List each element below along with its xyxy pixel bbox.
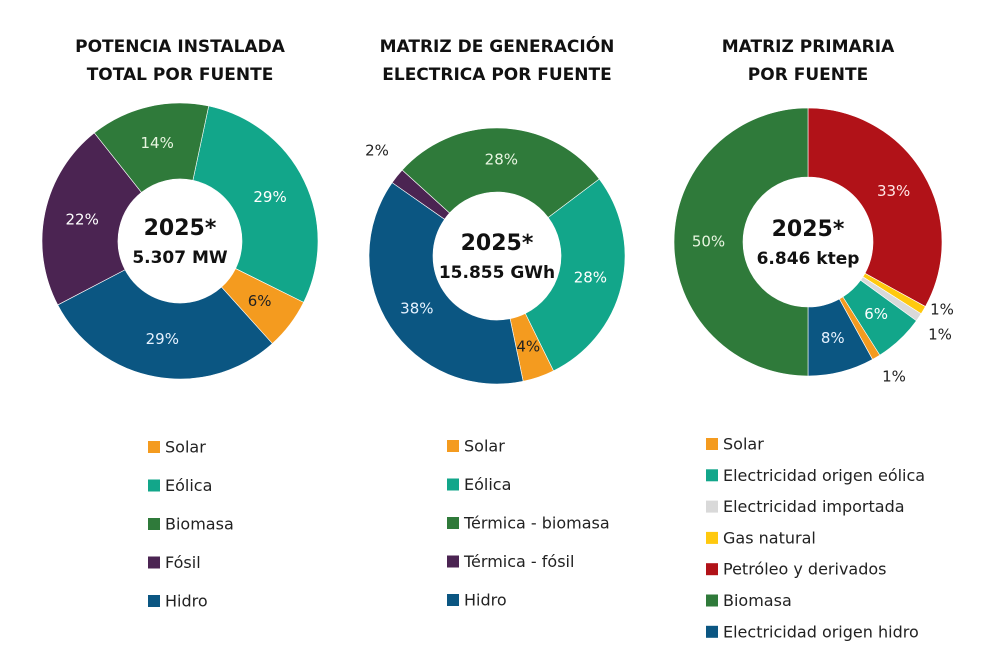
legend-label: Eólica: [464, 475, 511, 494]
data-label: 1%: [882, 368, 906, 386]
legend-swatch: [148, 441, 160, 453]
center-year: 2025*: [772, 217, 845, 242]
data-label: 28%: [574, 269, 607, 287]
legend-swatch: [447, 478, 459, 491]
data-label: 29%: [253, 188, 286, 206]
legend-label: Electricidad origen eólica: [723, 466, 925, 485]
chart-1: POTENCIA INSTALADA TOTAL POR FUENTE 29% 6% 2…: [41, 37, 319, 611]
chart-title-line: MATRIZ PRIMARIA: [722, 37, 895, 57]
legend-swatch: [447, 440, 459, 452]
legend-label: Gas natural: [723, 528, 816, 547]
chart-title-line: POTENCIA INSTALADA: [75, 37, 286, 57]
legend-label: Biomasa: [723, 591, 792, 610]
data-label: 2%: [365, 142, 389, 160]
legend-item: Biomasa: [148, 515, 234, 534]
center-total: 6.846 ktep: [757, 249, 860, 269]
legend-item: Biomasa: [706, 591, 792, 610]
slice-eólica: [192, 105, 319, 303]
slice-térmica-biomasa: [401, 127, 600, 218]
chart-title-line: TOTAL POR FUENTE: [87, 65, 274, 85]
legend-swatch: [706, 625, 718, 638]
legend-swatch: [706, 594, 718, 607]
legend-label: Hidro: [165, 592, 208, 611]
data-label: 50%: [692, 233, 725, 251]
legend-item: Petróleo y derivados: [706, 560, 887, 579]
legend-item: Solar: [148, 438, 206, 457]
legend-label: Solar: [723, 435, 764, 454]
legend-item: Eólica: [447, 475, 511, 494]
chart-title-line: POR FUENTE: [748, 65, 868, 85]
data-label: 38%: [400, 299, 433, 317]
legend-label: Hidro: [464, 591, 507, 610]
center-year: 2025*: [461, 231, 534, 256]
legend-label: Solar: [464, 437, 505, 456]
legend-swatch: [148, 556, 160, 569]
legend-item: Solar: [447, 437, 505, 456]
legend-swatch: [706, 563, 718, 576]
slice-biomasa: [93, 102, 210, 193]
legend-label: Electricidad importada: [723, 497, 905, 516]
legend-item: Hidro: [148, 592, 208, 611]
center-total: 15.855 GWh: [439, 263, 555, 283]
data-label: 14%: [140, 134, 173, 152]
legend-label: Térmica - biomasa: [463, 514, 610, 533]
legend-swatch: [148, 479, 160, 492]
chart-title-line: MATRIZ DE GENERACIÓN: [380, 35, 615, 57]
chart-3: MATRIZ PRIMARIA POR FUENTE 33% 1% 1% 6% 1% 8% 50…: [673, 37, 954, 641]
legend-item: Hidro: [447, 591, 507, 610]
data-label: 4%: [516, 337, 540, 355]
center-total: 5.307 MW: [132, 248, 228, 268]
legend-label: Térmica - fósil: [463, 552, 574, 571]
legend-item: Térmica - biomasa: [447, 514, 610, 533]
data-label: 33%: [877, 182, 910, 200]
slice-fósil: [41, 132, 142, 306]
legend-item: Electricidad origen eólica: [706, 466, 925, 485]
legend-label: Electricidad origen hidro: [723, 622, 919, 641]
legend-swatch: [447, 594, 459, 606]
chart-title-line: ELECTRICA POR FUENTE: [382, 65, 611, 85]
data-label: 28%: [485, 151, 518, 169]
legend-label: Solar: [165, 438, 206, 457]
data-label: 1%: [930, 301, 954, 319]
legend-item: Térmica - fósil: [447, 552, 574, 571]
legend-swatch: [706, 500, 718, 513]
legend-item: Electricidad importada: [706, 497, 905, 516]
slice-hidro: [57, 269, 273, 380]
legend-label: Eólica: [165, 476, 212, 495]
legend-swatch: [447, 517, 459, 529]
legend-item: Gas natural: [706, 528, 816, 547]
data-label: 1%: [928, 326, 952, 344]
data-label: 29%: [146, 330, 179, 348]
legend-item: Eólica: [148, 476, 212, 495]
legend-swatch: [706, 438, 718, 450]
slice-petróleo-y-derivados: [807, 107, 943, 307]
data-label: 8%: [821, 329, 845, 347]
center-year: 2025*: [144, 216, 217, 241]
legend-label: Biomasa: [165, 515, 234, 534]
slice-eólica: [524, 178, 626, 372]
data-label: 6%: [864, 305, 888, 323]
legend-swatch: [148, 518, 160, 530]
legend-label: Petróleo y derivados: [723, 560, 887, 579]
chart-2: MATRIZ DE GENERACIÓN ELECTRICA POR FUENTE…: [365, 35, 626, 610]
legend-item: Fósil: [148, 553, 201, 572]
legend-label: Fósil: [165, 553, 201, 572]
legend-swatch: [706, 531, 718, 544]
slice-hidro: [368, 182, 524, 385]
legend-swatch: [447, 555, 459, 568]
legend-swatch: [148, 595, 160, 607]
legend-item: Electricidad origen hidro: [706, 622, 919, 641]
data-label: 22%: [66, 211, 99, 229]
legend-item: Solar: [706, 435, 764, 454]
slice-biomasa: [673, 107, 809, 377]
legend-swatch: [706, 469, 718, 482]
data-label: 6%: [248, 292, 272, 310]
